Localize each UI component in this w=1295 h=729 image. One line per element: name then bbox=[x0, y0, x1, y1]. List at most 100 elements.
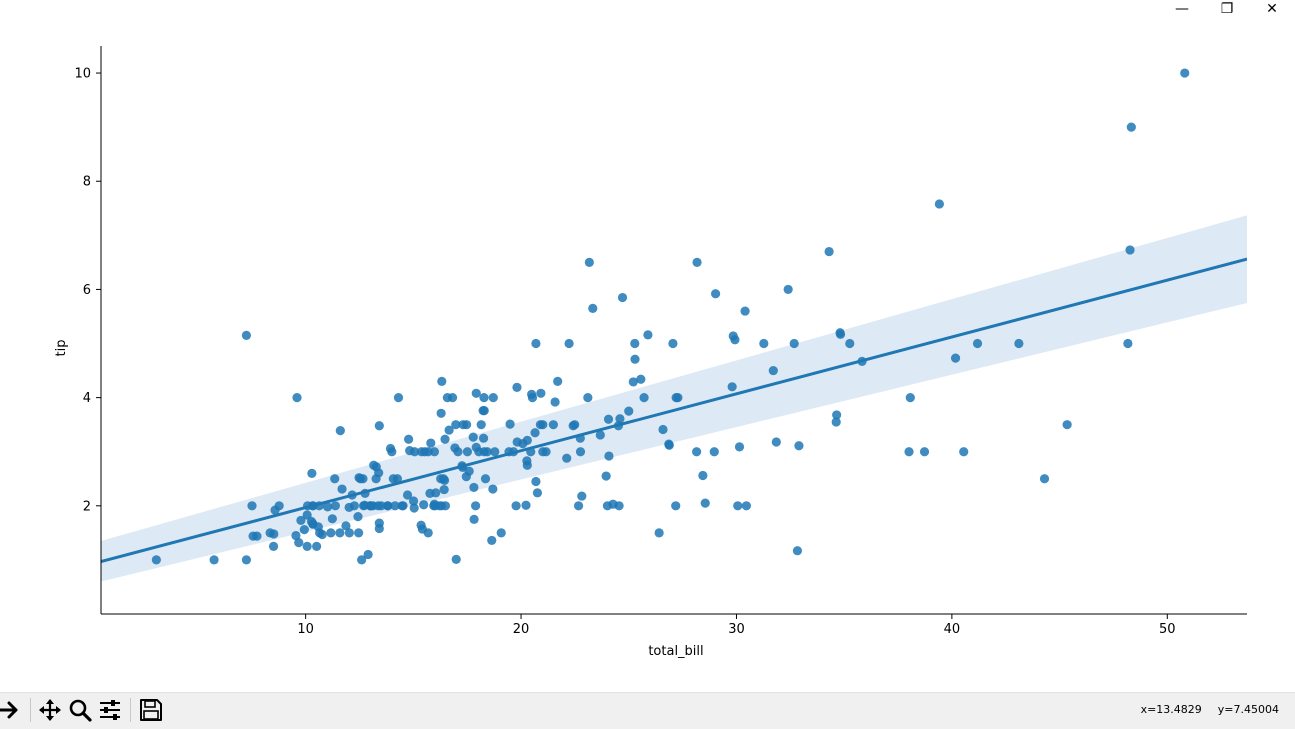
scatter-point bbox=[553, 376, 563, 386]
scatter-point bbox=[584, 257, 594, 267]
scatter-point bbox=[317, 529, 327, 540]
scatter-point bbox=[658, 424, 668, 435]
scatter-point bbox=[950, 353, 961, 363]
scatter-point bbox=[759, 338, 769, 349]
scatter-point bbox=[615, 414, 625, 424]
scatter-point bbox=[588, 303, 598, 313]
scatter-point bbox=[307, 468, 317, 478]
scatter-point bbox=[471, 442, 481, 452]
scatter-point bbox=[511, 501, 521, 511]
scatter-point bbox=[919, 447, 930, 457]
scatter-point bbox=[349, 501, 359, 511]
configure-subplots-button[interactable] bbox=[96, 696, 124, 724]
scatter-point bbox=[521, 500, 531, 510]
scatter-point bbox=[794, 441, 804, 451]
scatter-point bbox=[296, 515, 306, 526]
scatter-point bbox=[404, 434, 414, 444]
scatter-point bbox=[374, 421, 384, 431]
scatter-point bbox=[461, 420, 472, 430]
scatter-point bbox=[353, 512, 363, 522]
x-tick-label: 40 bbox=[944, 622, 961, 637]
minimize-icon: — bbox=[1175, 1, 1189, 17]
window-titlebar: — ❐ ✕ bbox=[0, 0, 1295, 18]
scatter-point bbox=[792, 546, 803, 556]
scatter-point bbox=[294, 537, 304, 548]
forward-button[interactable] bbox=[0, 696, 24, 724]
scatter-point bbox=[604, 451, 614, 461]
save-button[interactable] bbox=[137, 696, 165, 724]
scatter-point bbox=[390, 501, 400, 511]
scatter-point bbox=[478, 433, 489, 443]
scatter-point bbox=[209, 555, 219, 565]
scatter-point bbox=[832, 410, 842, 420]
scatter-point bbox=[538, 447, 548, 457]
scatter-point bbox=[268, 541, 279, 551]
configure-subplots-icon bbox=[100, 700, 120, 720]
scatter-point bbox=[643, 330, 653, 340]
scatter-point bbox=[771, 437, 781, 447]
scatter-point bbox=[692, 447, 702, 457]
scatter-point bbox=[265, 528, 275, 538]
save-floppy-icon bbox=[140, 699, 162, 721]
scatter-point bbox=[387, 447, 397, 457]
scatter-point bbox=[488, 484, 498, 494]
cursor-coordinates: x=13.4829 y=7.45004 bbox=[1125, 703, 1279, 716]
scatter-point bbox=[409, 503, 419, 513]
chart-canvas[interactable]: 10 20 30 40 50 2 4 6 8 10 total_bill tip bbox=[0, 18, 1295, 692]
scatter-point bbox=[419, 500, 429, 510]
scatter-point bbox=[241, 330, 252, 341]
scatter-point bbox=[313, 522, 323, 532]
scatter-point bbox=[602, 501, 613, 511]
close-button[interactable]: ✕ bbox=[1250, 0, 1294, 18]
scatter-point bbox=[442, 393, 452, 403]
scatter-point bbox=[469, 482, 479, 493]
scatter-point bbox=[601, 471, 611, 481]
scatter-point bbox=[431, 488, 441, 498]
y-tick-label: 4 bbox=[83, 391, 91, 406]
scatter-point bbox=[548, 420, 558, 430]
restore-button[interactable]: ❐ bbox=[1205, 0, 1249, 18]
scatter-point bbox=[451, 554, 461, 564]
scatter-point bbox=[654, 528, 664, 538]
scatter-point bbox=[668, 338, 678, 349]
scatter-point bbox=[371, 474, 381, 484]
scatter-point bbox=[252, 531, 262, 541]
scatter-point bbox=[354, 528, 364, 538]
scatter-point bbox=[437, 376, 447, 386]
zoom-button[interactable] bbox=[66, 696, 94, 724]
scatter-point bbox=[664, 439, 674, 449]
y-tick-label: 10 bbox=[74, 67, 91, 82]
scatter-point bbox=[692, 257, 702, 267]
scatter-point bbox=[330, 501, 340, 511]
toolbar-separator bbox=[30, 698, 31, 722]
scatter-point bbox=[434, 501, 445, 511]
scatter-point bbox=[698, 470, 708, 481]
scatter-point bbox=[824, 246, 834, 257]
scatter-point bbox=[371, 462, 381, 472]
scatter-point bbox=[462, 447, 473, 457]
scatter-point bbox=[397, 501, 407, 511]
scatter-point bbox=[469, 514, 479, 524]
x-tick-label: 10 bbox=[297, 622, 314, 637]
toolbar-separator bbox=[130, 698, 131, 722]
scatter-point bbox=[710, 289, 721, 299]
scatter-point bbox=[505, 419, 515, 429]
scatter-point bbox=[436, 474, 446, 484]
pan-move-icon bbox=[39, 699, 61, 721]
pan-button[interactable] bbox=[36, 696, 64, 724]
scatter-point bbox=[512, 382, 522, 392]
scatter-point bbox=[471, 388, 481, 398]
minimize-button[interactable]: — bbox=[1160, 0, 1204, 18]
scatter-point bbox=[530, 428, 540, 438]
scatter-point bbox=[291, 530, 301, 541]
scatter-point bbox=[402, 490, 413, 500]
scatter-point bbox=[420, 447, 430, 457]
scatter-point bbox=[532, 488, 543, 498]
scatter-point bbox=[1062, 420, 1072, 430]
scatter-point bbox=[479, 393, 489, 403]
scatter-point bbox=[573, 501, 584, 511]
scatter-point bbox=[326, 528, 336, 538]
scatter-point bbox=[1126, 122, 1136, 132]
scatter-point bbox=[673, 393, 683, 403]
scatter-point bbox=[365, 501, 375, 511]
